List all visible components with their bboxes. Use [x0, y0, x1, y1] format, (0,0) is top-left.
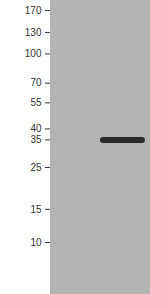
svg-text:35: 35	[30, 134, 42, 145]
svg-text:10: 10	[30, 237, 42, 248]
svg-text:55: 55	[30, 97, 42, 108]
svg-text:130: 130	[25, 27, 42, 38]
svg-text:15: 15	[30, 203, 42, 214]
svg-text:25: 25	[30, 162, 42, 173]
svg-text:170: 170	[25, 5, 42, 16]
svg-text:100: 100	[25, 48, 42, 59]
svg-text:40: 40	[30, 123, 42, 134]
svg-text:70: 70	[30, 77, 42, 88]
